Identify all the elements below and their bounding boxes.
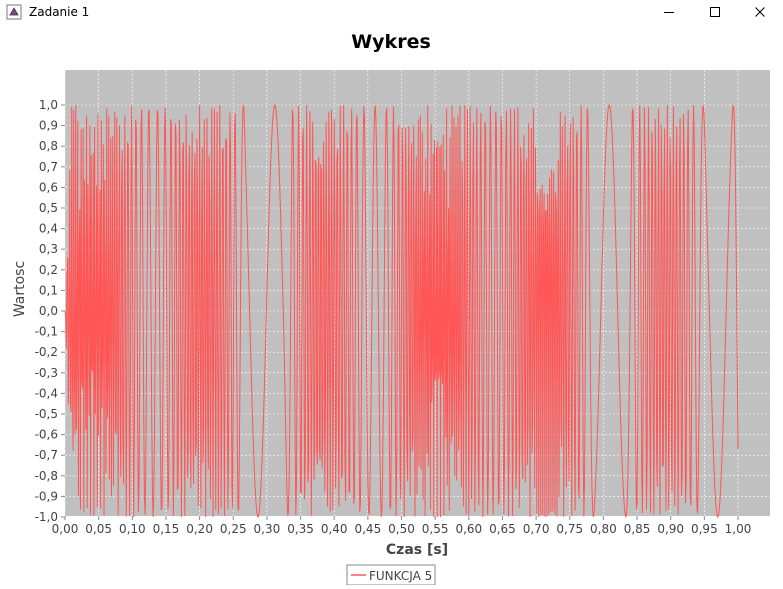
y-tick-label: 0,0 [39,304,58,318]
x-tick-label: 0,50 [388,522,415,536]
x-tick-label: 0,70 [523,522,550,536]
y-tick-label: 0,2 [39,263,58,277]
y-tick-label: -0,7 [35,448,58,462]
y-tick-label: -0,1 [35,325,58,339]
x-tick-label: 0,25 [220,522,247,536]
y-tick-label: 0,5 [39,201,58,215]
y-tick-label: 0,3 [39,242,58,256]
x-tick-label: 0,15 [153,522,180,536]
y-tick-label: 0,7 [39,160,58,174]
chart-title: Wykres [351,31,431,53]
x-tick-label: 0,30 [254,522,281,536]
x-tick-label: 0,45 [354,522,381,536]
y-tick-label: 0,4 [39,222,58,236]
y-tick-label: -0,2 [35,345,58,359]
x-tick-label: 0,90 [657,522,684,536]
x-tick-label: 0,85 [624,522,651,536]
y-tick-label: -0,9 [35,489,58,503]
y-tick-label: -0,6 [35,428,58,442]
x-tick-label: 0,35 [287,522,314,536]
x-tick-label: 0,05 [85,522,112,536]
x-tick-label: 1,00 [725,522,752,536]
y-axis-label: Wartosc [12,261,28,317]
window-titlebar[interactable]: Zadanie 1 [0,0,783,24]
y-tick-label: 0,6 [39,180,58,194]
maximize-button[interactable] [692,0,738,24]
x-tick-label: 0,75 [556,522,583,536]
series-line-funkcja-5 [64,104,739,519]
y-tick-label: -1,0 [35,510,58,524]
x-axis-label: Czas [s] [386,542,448,558]
legend-label: FUNKCJA 5 [369,569,432,583]
x-tick-label: 0,00 [52,522,79,536]
java-app-icon [6,4,22,20]
minimize-icon [664,12,674,13]
plot-area [64,70,770,519]
x-tick-label: 0,80 [590,522,617,536]
minimize-button[interactable] [646,0,692,24]
y-tick-label: -0,8 [35,469,58,483]
y-axis: 1,0 0,9 0,8 0,7 0,6 0,5 0,4 0,3 0,2 0,1 0,0 -0,1 -0,… [35,98,65,524]
y-tick-label: -0,5 [35,407,58,421]
y-tick-label: -0,3 [35,366,58,380]
y-tick-label: 0,8 [39,139,58,153]
close-icon [755,7,765,17]
y-tick-label: 0,1 [39,283,58,297]
series-group [64,104,739,519]
x-axis: 0,00 0,05 0,10 0,15 0,20 0,25 0,30 0,35 0,40 0,45… [52,516,752,536]
maximize-icon [710,7,720,17]
legend: FUNKCJA 5 [346,564,436,586]
line-chart: Wykres 1,0 0,9 0,8 0,7 0,6 0,5 0,4 0,3 0,2 0,1 0,0… [12,31,770,586]
x-tick-label: 0,65 [489,522,516,536]
x-tick-label: 0,95 [691,522,718,536]
y-tick-label: 0,9 [39,119,58,133]
x-tick-label: 0,20 [186,522,213,536]
x-tick-label: 0,40 [321,522,348,536]
x-tick-label: 0,55 [422,522,449,536]
window-title: Zadanie 1 [29,5,90,19]
x-tick-label: 0,10 [119,522,146,536]
chart-panel: Wykres 1,0 0,9 0,8 0,7 0,6 0,5 0,4 0,3 0,2 0,1 0,0… [0,24,783,586]
close-button[interactable] [737,0,783,24]
x-tick-label: 0,60 [455,522,482,536]
y-tick-label: -0,4 [35,386,58,400]
y-tick-label: 1,0 [39,98,58,112]
